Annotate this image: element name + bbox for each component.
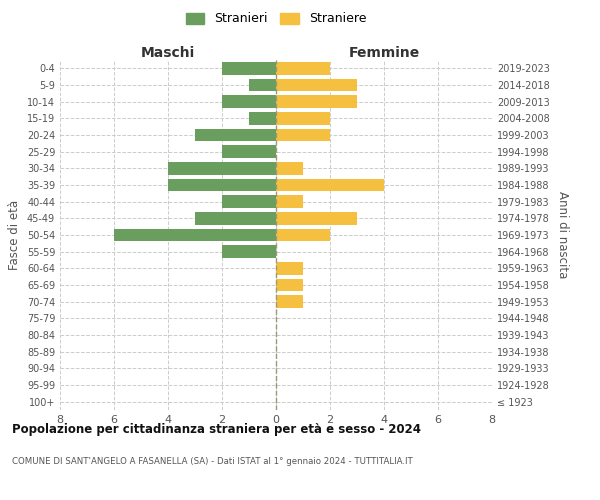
Bar [222,96,276,108]
Bar [222,146,276,158]
Bar [276,229,330,241]
Bar [276,62,330,74]
Bar [276,112,330,124]
Text: Femmine: Femmine [349,46,419,60]
Bar [195,129,276,141]
Bar [276,79,357,92]
Bar [276,212,357,224]
Text: Maschi: Maschi [141,46,195,60]
Bar [222,196,276,208]
Y-axis label: Anni di nascita: Anni di nascita [556,192,569,278]
Y-axis label: Fasce di età: Fasce di età [8,200,21,270]
Bar [114,229,276,241]
Legend: Stranieri, Straniere: Stranieri, Straniere [182,8,370,29]
Bar [276,162,303,174]
Bar [195,212,276,224]
Bar [276,179,384,192]
Bar [276,262,303,274]
Bar [276,296,303,308]
Text: COMUNE DI SANT'ANGELO A FASANELLA (SA) - Dati ISTAT al 1° gennaio 2024 - TUTTITA: COMUNE DI SANT'ANGELO A FASANELLA (SA) -… [12,458,413,466]
Bar [168,162,276,174]
Bar [168,179,276,192]
Bar [276,129,330,141]
Bar [222,62,276,74]
Bar [249,112,276,124]
Bar [222,246,276,258]
Bar [276,279,303,291]
Bar [276,96,357,108]
Bar [249,79,276,92]
Bar [276,196,303,208]
Text: Popolazione per cittadinanza straniera per età e sesso - 2024: Popolazione per cittadinanza straniera p… [12,422,421,436]
